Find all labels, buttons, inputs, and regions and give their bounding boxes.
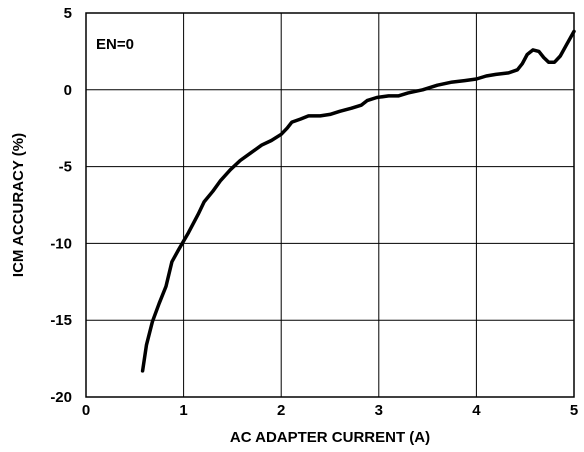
y-tick-label-4: -15 — [50, 312, 72, 329]
y-tick-label-5: -20 — [50, 389, 72, 406]
y-axis-title: ICM ACCURACY (%) — [10, 133, 27, 277]
x-axis-title: AC ADAPTER CURRENT (A) — [230, 429, 430, 446]
grid-lines — [85, 12, 575, 398]
y-tick-label-3: -10 — [50, 235, 72, 252]
x-tick-label-1: 1 — [179, 402, 187, 419]
tick-labels: 0 1 2 3 4 5 5 0 -5 -10 -15 -20 — [50, 5, 578, 419]
series-line-0 — [140, 29, 576, 373]
plot-area-frame — [85, 12, 575, 398]
y-tick-label-0: 5 — [64, 5, 72, 22]
x-tick-label-3: 3 — [375, 402, 383, 419]
y-tick-label-2: -5 — [59, 159, 72, 176]
series-lines — [140, 29, 576, 373]
x-tick-label-2: 2 — [277, 402, 285, 419]
annotation-label: EN=0 — [96, 36, 134, 53]
x-tick-label-0: 0 — [82, 402, 90, 419]
x-tick-label-5: 5 — [570, 402, 578, 419]
y-tick-label-1: 0 — [64, 82, 72, 99]
x-tick-label-4: 4 — [472, 402, 481, 419]
